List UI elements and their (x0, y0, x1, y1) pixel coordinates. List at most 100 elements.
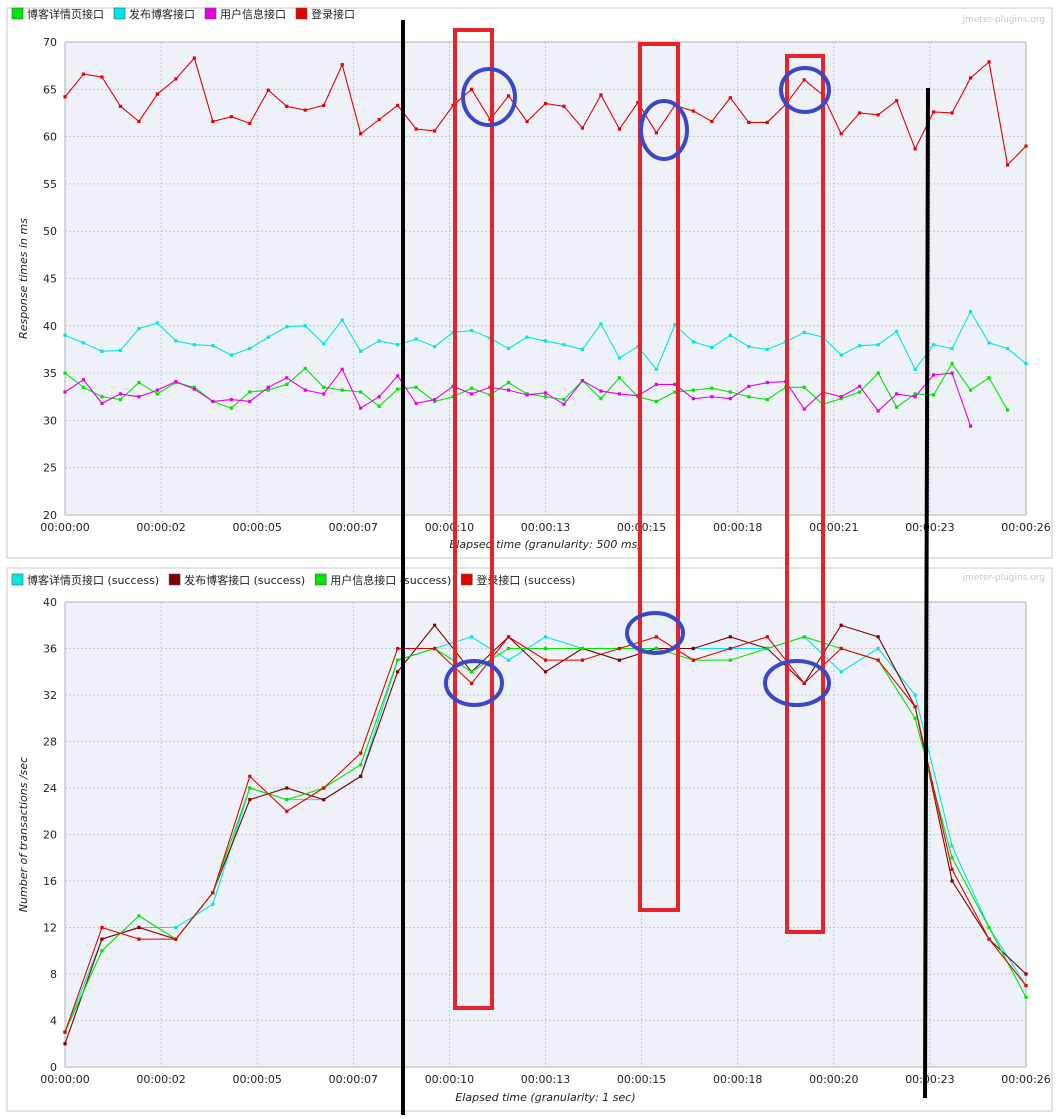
data-point (950, 346, 954, 351)
data-point (543, 395, 548, 399)
watermark: jmeter-plugins.org (962, 15, 1045, 25)
data-point (543, 670, 548, 674)
data-point (285, 325, 289, 329)
data-point (285, 376, 289, 380)
data-point (654, 646, 658, 651)
data-point (580, 646, 585, 651)
data-point (765, 347, 769, 352)
data-point (433, 623, 437, 627)
data-point (359, 390, 363, 394)
data-point (155, 321, 160, 325)
data-point (229, 353, 233, 357)
data-point (950, 856, 954, 860)
data-point (63, 333, 67, 337)
data-point (469, 386, 474, 390)
data-point (728, 333, 732, 337)
y-axis-title: Response times in ms (17, 218, 30, 339)
data-point (63, 1030, 67, 1034)
data-point (506, 658, 511, 662)
data-point (469, 635, 474, 639)
data-point (765, 635, 769, 639)
data-point (654, 367, 658, 371)
data-point (617, 646, 622, 651)
data-point (747, 384, 751, 388)
legend-label: 用户信息接口 (success) (330, 573, 451, 587)
data-point (303, 388, 307, 392)
data-point (562, 402, 566, 406)
data-point (654, 635, 658, 639)
data-point (506, 635, 511, 639)
data-point (931, 393, 936, 397)
data-point (765, 646, 769, 651)
x-tick-label: 00:00:26 (1001, 521, 1050, 534)
data-point (322, 798, 326, 802)
data-point (543, 635, 548, 639)
legend-label: 登录接口 (success) (476, 573, 575, 587)
data-point (747, 345, 751, 349)
legend-swatch (295, 7, 308, 20)
data-point (691, 646, 695, 651)
data-point (913, 392, 917, 396)
data-point (950, 111, 954, 115)
data-point (968, 424, 973, 428)
data-point (174, 937, 178, 941)
y-tick-label: 65 (43, 83, 57, 96)
data-point (285, 809, 289, 813)
data-point (987, 925, 991, 930)
data-point (876, 658, 880, 662)
data-point (987, 341, 991, 345)
y-tick-label: 40 (43, 596, 57, 609)
data-point (469, 392, 474, 396)
data-point (876, 343, 880, 347)
transactions-per-second-chart: 0 4 8 12 16 20 24 28 32 36 40 00:00:00 00:00:02 00:00… (6, 567, 1053, 1112)
y-tick-label: 20 (43, 829, 57, 842)
data-point (322, 786, 326, 790)
annotation-circle (444, 659, 504, 707)
y-tick-label: 55 (43, 178, 57, 191)
data-point (100, 401, 104, 405)
data-point (63, 95, 67, 99)
data-point (580, 347, 585, 352)
data-point (691, 340, 695, 344)
x-tick-label: 00:00:02 (136, 1073, 185, 1086)
data-point (340, 388, 344, 392)
data-point (433, 397, 437, 402)
data-point (285, 798, 289, 802)
data-point (414, 127, 418, 131)
legend-label: 登录接口 (311, 7, 355, 21)
data-point (858, 344, 862, 348)
annotation-box (785, 54, 825, 934)
data-point (876, 635, 880, 639)
data-point (322, 342, 326, 346)
x-tick-label: 00:00:13 (521, 1073, 570, 1086)
y-tick-label: 24 (43, 782, 57, 795)
data-point (1005, 408, 1010, 412)
data-point (506, 388, 511, 392)
y-tick-label: 0 (50, 1061, 57, 1074)
legend-label: 发布博客接口 (129, 7, 195, 21)
data-point (192, 385, 196, 389)
y-tick-label: 25 (43, 462, 57, 475)
data-point (580, 658, 585, 662)
data-point (248, 399, 252, 404)
y-tick-label: 32 (43, 689, 57, 702)
data-point (396, 343, 400, 347)
data-point (765, 380, 769, 385)
y-tick-label: 36 (43, 643, 57, 656)
data-point (987, 376, 991, 380)
data-point (636, 100, 640, 105)
data-point (654, 382, 658, 387)
data-point (211, 891, 215, 895)
data-point (211, 119, 215, 124)
data-point (359, 132, 363, 136)
data-point (266, 388, 270, 392)
data-point (747, 120, 751, 125)
data-point (248, 121, 252, 125)
legend-label: 博客详情页接口 (27, 7, 104, 21)
data-point (1024, 144, 1028, 148)
data-point (118, 397, 123, 402)
response-times-chart: 20 25 30 35 40 45 50 55 60 65 70 00:00:00 00:00:02 00… (6, 7, 1053, 559)
x-tick-label: 00:00:05 (232, 521, 281, 534)
data-point (155, 392, 160, 396)
